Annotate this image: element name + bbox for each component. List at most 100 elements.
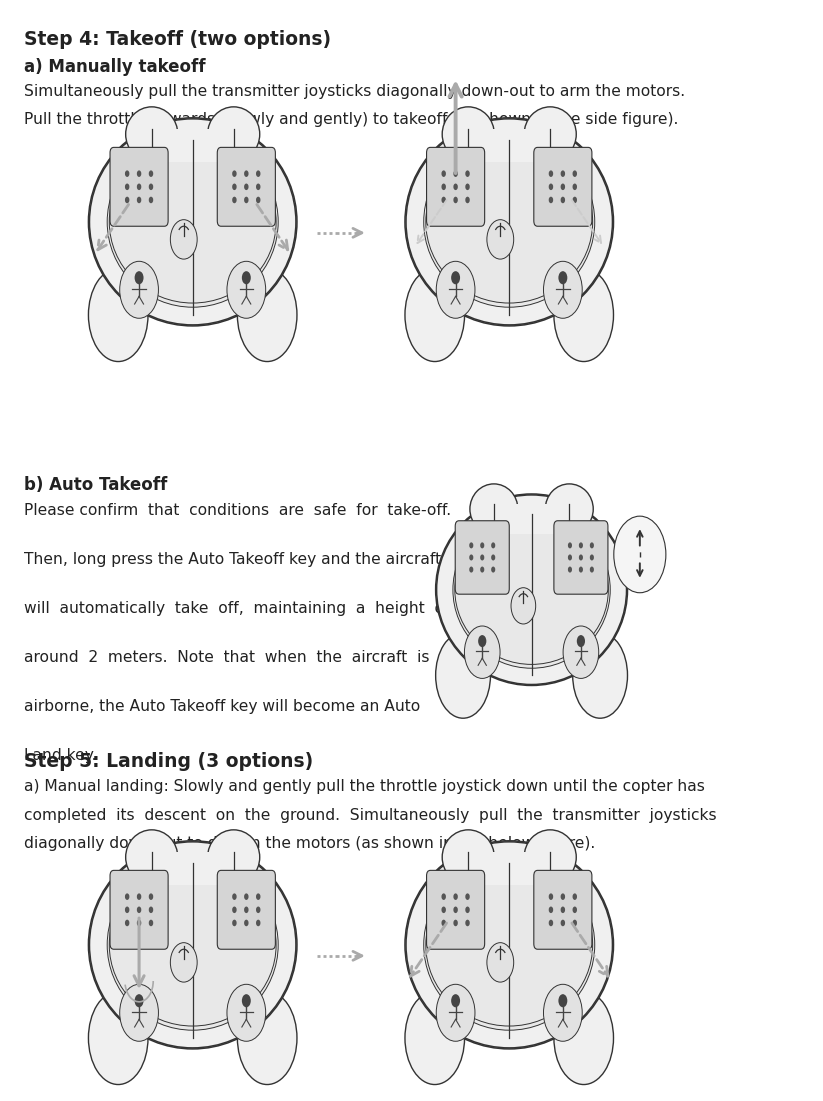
Ellipse shape bbox=[237, 991, 297, 1084]
Ellipse shape bbox=[207, 107, 260, 162]
FancyBboxPatch shape bbox=[554, 521, 608, 595]
Circle shape bbox=[464, 626, 500, 678]
Circle shape bbox=[125, 919, 129, 926]
Circle shape bbox=[491, 543, 495, 548]
Circle shape bbox=[573, 184, 577, 190]
Circle shape bbox=[560, 893, 565, 900]
Ellipse shape bbox=[126, 107, 178, 162]
Circle shape bbox=[441, 893, 446, 900]
Circle shape bbox=[125, 906, 129, 913]
Circle shape bbox=[227, 984, 266, 1042]
Circle shape bbox=[137, 197, 142, 204]
Bar bbox=[468, 852, 551, 884]
Circle shape bbox=[125, 197, 129, 204]
Ellipse shape bbox=[524, 107, 576, 162]
Circle shape bbox=[560, 184, 565, 190]
Circle shape bbox=[511, 588, 536, 624]
Circle shape bbox=[170, 942, 198, 982]
Circle shape bbox=[491, 555, 495, 560]
Circle shape bbox=[478, 635, 486, 647]
Circle shape bbox=[256, 906, 260, 913]
Text: Please confirm  that  conditions  are  safe  for  take-off.: Please confirm that conditions are safe … bbox=[24, 503, 451, 519]
Circle shape bbox=[453, 919, 458, 926]
Circle shape bbox=[149, 893, 153, 900]
Circle shape bbox=[137, 184, 142, 190]
Circle shape bbox=[137, 906, 142, 913]
Text: Pull the throttle upwards (slowly and gently) to takeoff (as shown in the side f: Pull the throttle upwards (slowly and ge… bbox=[24, 112, 678, 128]
Circle shape bbox=[256, 197, 260, 204]
Circle shape bbox=[149, 197, 153, 204]
Circle shape bbox=[244, 197, 249, 204]
Circle shape bbox=[451, 994, 460, 1007]
Text: Then, long press the Auto Takeoff key and the aircraft: Then, long press the Auto Takeoff key an… bbox=[24, 553, 441, 567]
Circle shape bbox=[573, 906, 577, 913]
Text: Step 5: Landing (3 options): Step 5: Landing (3 options) bbox=[24, 752, 313, 771]
Ellipse shape bbox=[453, 511, 610, 668]
Circle shape bbox=[465, 906, 470, 913]
Circle shape bbox=[227, 261, 266, 318]
Circle shape bbox=[149, 171, 153, 177]
Text: b) Auto Takeoff: b) Auto Takeoff bbox=[24, 476, 167, 494]
Circle shape bbox=[232, 171, 237, 177]
Circle shape bbox=[491, 567, 495, 573]
Circle shape bbox=[480, 543, 484, 548]
Circle shape bbox=[573, 171, 577, 177]
Circle shape bbox=[465, 184, 470, 190]
Circle shape bbox=[487, 942, 514, 982]
Circle shape bbox=[469, 543, 473, 548]
Ellipse shape bbox=[405, 991, 464, 1084]
Circle shape bbox=[568, 543, 572, 548]
Ellipse shape bbox=[424, 137, 595, 307]
Circle shape bbox=[242, 994, 251, 1007]
Ellipse shape bbox=[424, 860, 595, 1031]
Circle shape bbox=[125, 184, 129, 190]
Bar bbox=[151, 129, 234, 162]
Circle shape bbox=[453, 906, 458, 913]
Ellipse shape bbox=[442, 107, 495, 162]
Circle shape bbox=[573, 919, 577, 926]
Circle shape bbox=[465, 919, 470, 926]
FancyBboxPatch shape bbox=[217, 871, 276, 949]
Circle shape bbox=[232, 197, 237, 204]
Ellipse shape bbox=[126, 830, 178, 884]
Circle shape bbox=[244, 906, 249, 913]
Circle shape bbox=[436, 984, 475, 1042]
Circle shape bbox=[590, 543, 594, 548]
Circle shape bbox=[590, 555, 594, 560]
Circle shape bbox=[125, 893, 129, 900]
Circle shape bbox=[480, 567, 484, 573]
Text: Step 4: Takeoff (two options): Step 4: Takeoff (two options) bbox=[24, 30, 331, 50]
Ellipse shape bbox=[405, 118, 613, 326]
Circle shape bbox=[256, 919, 260, 926]
Ellipse shape bbox=[437, 495, 626, 685]
Circle shape bbox=[558, 271, 567, 284]
FancyBboxPatch shape bbox=[426, 871, 485, 949]
Circle shape bbox=[465, 197, 470, 204]
Ellipse shape bbox=[88, 841, 297, 1049]
Ellipse shape bbox=[90, 842, 296, 1048]
Circle shape bbox=[590, 567, 594, 573]
Circle shape bbox=[441, 906, 446, 913]
Circle shape bbox=[560, 919, 565, 926]
Circle shape bbox=[568, 555, 572, 560]
Circle shape bbox=[579, 543, 583, 548]
Ellipse shape bbox=[442, 830, 495, 884]
Circle shape bbox=[244, 919, 249, 926]
Circle shape bbox=[135, 994, 143, 1007]
FancyBboxPatch shape bbox=[426, 148, 485, 226]
Ellipse shape bbox=[237, 269, 297, 361]
FancyBboxPatch shape bbox=[455, 521, 509, 595]
Circle shape bbox=[242, 271, 251, 284]
Circle shape bbox=[558, 994, 567, 1007]
Ellipse shape bbox=[425, 863, 593, 1026]
Bar bbox=[151, 852, 234, 884]
Circle shape bbox=[244, 171, 249, 177]
Circle shape bbox=[244, 893, 249, 900]
FancyBboxPatch shape bbox=[534, 871, 592, 949]
Ellipse shape bbox=[107, 137, 278, 307]
Ellipse shape bbox=[90, 119, 296, 325]
Circle shape bbox=[549, 171, 553, 177]
Text: around  2  meters.  Note  that  when  the  aircraft  is: around 2 meters. Note that when the airc… bbox=[24, 651, 429, 665]
Circle shape bbox=[614, 516, 666, 592]
Ellipse shape bbox=[573, 633, 627, 718]
